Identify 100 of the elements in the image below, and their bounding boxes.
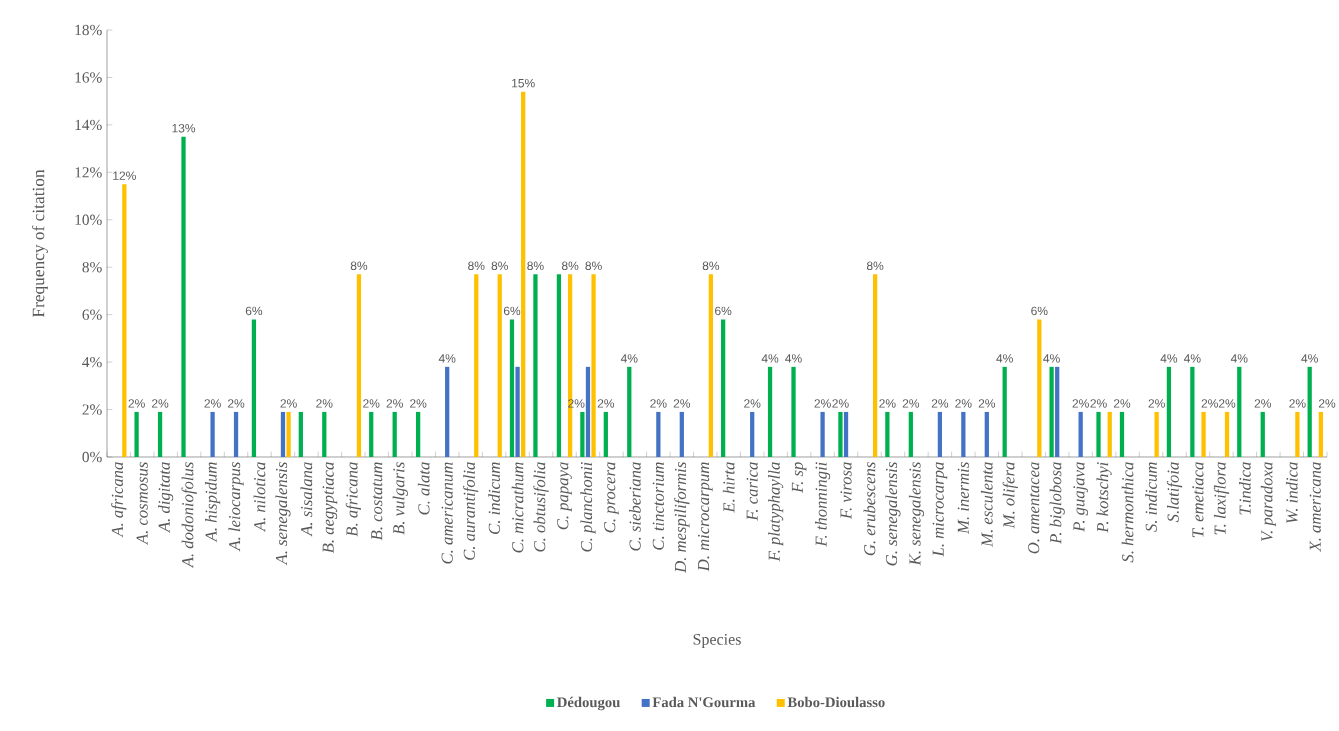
data-label: 2%: [280, 399, 297, 408]
data-label: 2%: [386, 399, 403, 408]
data-label: 2%: [955, 399, 972, 408]
data-label: 2%: [1254, 399, 1271, 408]
data-label: 8%: [702, 261, 720, 271]
x-tick-label: A. dodoniofolus: [181, 462, 197, 569]
bar: [961, 411, 966, 457]
x-tick-label: E. hirta: [722, 462, 735, 513]
bar: [233, 411, 239, 457]
data-label: 2%: [597, 399, 615, 408]
data-label: 2%: [814, 399, 831, 408]
bar: [1096, 411, 1101, 457]
bar: [843, 411, 849, 457]
bar: [1166, 366, 1172, 457]
data-label: 12%: [113, 171, 136, 180]
x-tick-label: K. senegalensis: [908, 462, 924, 566]
bar: [908, 411, 913, 457]
bar: [181, 136, 186, 457]
data-label: 6%: [245, 306, 263, 316]
bar: [603, 411, 608, 457]
bar: [515, 366, 520, 457]
x-tick-label: F. virosa: [840, 462, 852, 520]
x-tick-label: B. africana: [345, 462, 361, 537]
x-tick-label: B. aegyptiaca: [322, 462, 338, 554]
data-label: 8%: [585, 261, 602, 271]
bar: [298, 411, 303, 457]
data-label: 2%: [1072, 399, 1089, 408]
bar: [721, 319, 726, 457]
x-tick-label: A. sisalana: [300, 462, 313, 537]
data-label: 2%: [744, 399, 761, 408]
bar: [872, 274, 878, 457]
legend-label: Bobo-Dioulasso: [787, 696, 885, 708]
x-tick-label: C. sieberiana: [628, 462, 641, 551]
data-label: 4%: [1301, 354, 1318, 363]
x-tick-label: C. micrathum: [511, 462, 524, 553]
x-tick-label: A. hispidum: [205, 462, 221, 543]
x-tick-label: F. sp: [791, 462, 807, 493]
x-tick-label: O. amentacea: [1028, 462, 1040, 554]
bar: [1190, 366, 1195, 457]
data-label: 8%: [866, 261, 884, 271]
data-label: 4%: [1160, 354, 1178, 363]
x-tick-label: V. paradoxa: [1260, 462, 1276, 542]
bar: [210, 411, 215, 457]
bar: [820, 411, 825, 457]
data-label: 8%: [527, 261, 544, 271]
bar: [1307, 366, 1312, 457]
y-tick-label: 14%: [75, 119, 102, 131]
bar: [356, 274, 362, 457]
bar: [791, 366, 796, 457]
data-label: 4%: [785, 354, 802, 363]
x-tick-label: A. senegalensis: [275, 462, 291, 566]
data-label: 2%: [128, 399, 145, 408]
bar: [656, 411, 661, 457]
y-tick-label: 16%: [75, 72, 102, 83]
data-label: 8%: [350, 261, 368, 271]
x-tick-label: F. platyphaylla: [768, 462, 784, 562]
bar: [322, 411, 327, 457]
x-tick-label: T.indica: [1238, 462, 1251, 515]
x-tick-label: B. vulgaris: [392, 462, 408, 535]
bar: [750, 411, 755, 457]
x-tick-label: X. americana: [1309, 462, 1321, 553]
x-tick-label: M. olifera: [1002, 462, 1018, 529]
bar: [1237, 366, 1242, 457]
y-tick-label: 0%: [82, 451, 102, 463]
bar: [838, 411, 843, 457]
bar: [280, 411, 286, 457]
data-label: 2%: [978, 399, 996, 408]
data-label: 4%: [761, 354, 779, 363]
data-label: 2%: [879, 399, 896, 408]
x-tick-label: C. aurantifolia: [463, 462, 479, 560]
bar: [521, 91, 526, 457]
x-tick-label: W. indica: [1285, 462, 1298, 523]
x-tick-label: M. inermis: [957, 462, 969, 535]
data-label: 8%: [561, 261, 579, 271]
x-tick-label: P. guajava: [1073, 462, 1088, 532]
bar: [445, 366, 450, 457]
data-label: 6%: [1031, 306, 1048, 316]
data-label: 6%: [715, 306, 732, 316]
bar: [984, 411, 989, 457]
bar: [1107, 411, 1112, 457]
bar: [1002, 366, 1007, 457]
x-tick-label: T. emetiaca: [1192, 462, 1204, 538]
x-tick-label: A. leiocarpus: [228, 462, 244, 552]
bar: [591, 274, 596, 457]
legend-label: Fada N'Gourma: [652, 696, 756, 708]
data-label: 2%: [152, 399, 169, 408]
bar: [580, 411, 585, 457]
data-label: 2%: [1318, 399, 1336, 408]
x-tick-label: F. carica: [746, 462, 758, 521]
bar: [1037, 319, 1042, 457]
bar: [286, 411, 291, 457]
x-tick-label: G. senegalensis: [885, 462, 901, 566]
x-tick-label: M. esculenta: [980, 462, 993, 548]
x-tick-label: D. mespiliformis: [674, 462, 690, 573]
data-label: 8%: [491, 261, 508, 271]
data-label: 2%: [1289, 399, 1306, 408]
data-label: 2%: [673, 399, 691, 408]
bar: [1224, 411, 1230, 457]
data-label: 4%: [620, 354, 638, 363]
data-label: 2%: [902, 399, 920, 408]
